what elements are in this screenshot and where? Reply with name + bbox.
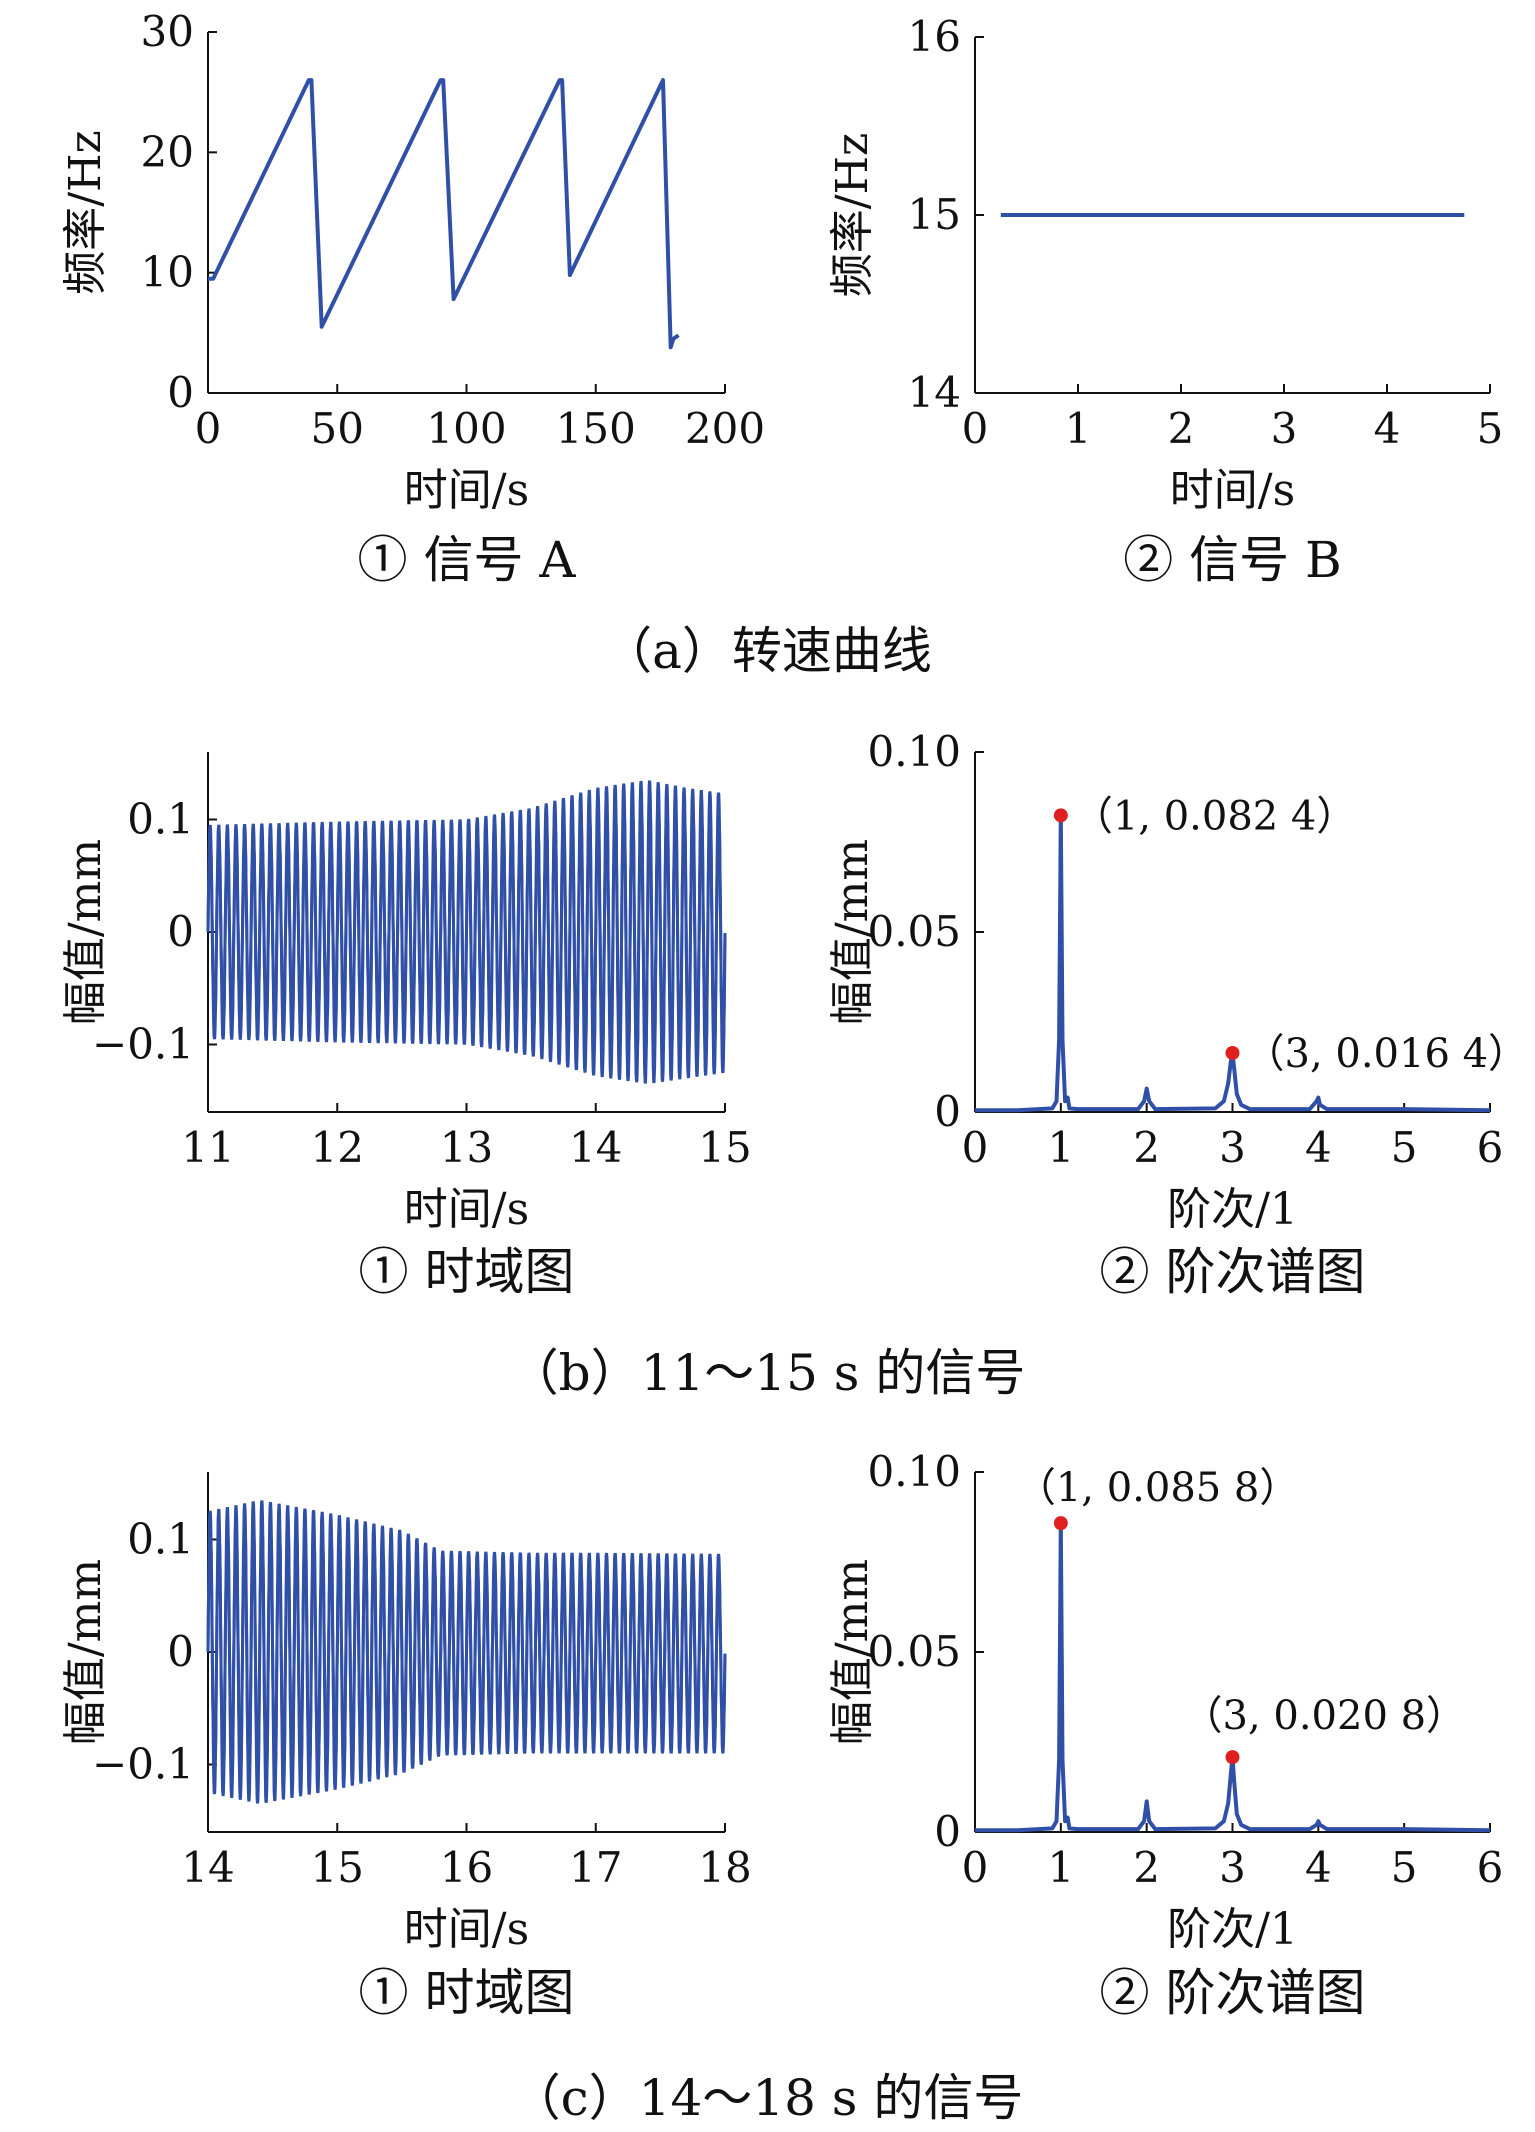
y-axis-label: 频率/Hz: [827, 133, 878, 297]
x-tick-label: 14: [569, 1123, 622, 1172]
subplot-caption: ② 信号 B: [1123, 531, 1342, 589]
x-axis-label: 时间/s: [1170, 465, 1295, 516]
x-tick-label: 50: [311, 404, 364, 453]
peak-label: （1, 0.085 8）: [1016, 1465, 1300, 1511]
y-axis-label: 频率/Hz: [60, 130, 111, 294]
chart-b2: 0 1 2 3 4 5 6 0 0.05 0.10 阶次/1 幅值/mm ② 阶次谱图 （1, 0.082…: [827, 727, 1528, 1301]
x-tick-label: 11: [181, 1123, 234, 1172]
y-tick-label: 0: [167, 368, 194, 417]
x-tick-label: 15: [311, 1843, 364, 1892]
x-tick-label: 6: [1477, 1123, 1504, 1172]
subplot-caption: ② 阶次谱图: [1100, 1964, 1366, 2022]
x-tick-label: 150: [556, 404, 636, 453]
y-tick-label: 0.1: [127, 795, 194, 844]
chart-a1: 0 50 100 150 200 0 10 20 30 时间/s 频率/Hz ① 信号 A: [60, 7, 765, 589]
y-tick-label: 0: [934, 1807, 961, 1856]
x-tick-label: 4: [1374, 404, 1401, 453]
x-tick-label: 2: [1133, 1123, 1160, 1172]
peak-marker: [1225, 1045, 1240, 1060]
x-tick-label: 0: [962, 1843, 989, 1892]
x-axis-label: 时间/s: [404, 1184, 529, 1235]
x-tick-label: 3: [1219, 1123, 1246, 1172]
x-tick-label: 2: [1168, 404, 1195, 453]
peak-label: （1, 0.082 4）: [1073, 793, 1357, 839]
x-tick-label: 6: [1477, 1843, 1504, 1892]
x-tick-label: 200: [685, 404, 765, 453]
x-axis-label: 阶次/1: [1167, 1184, 1298, 1235]
x-tick-label: 2: [1133, 1843, 1160, 1892]
subplot-caption: ① 时域图: [359, 1964, 575, 2022]
row-caption-b: （b）11～15 s 的信号: [509, 1344, 1026, 1402]
chart-c1: 14 15 16 17 18 −0.1 0 0.1 时间/s 幅值/mm ① 时域图: [60, 1472, 752, 2022]
subplot-caption: ② 阶次谱图: [1100, 1243, 1366, 1301]
x-tick-label: 3: [1271, 404, 1298, 453]
x-tick-label: 12: [311, 1123, 364, 1172]
y-tick-label: 0: [934, 1087, 961, 1136]
vibration-envelope-line: [206, 780, 727, 1084]
x-axis-label: 阶次/1: [1167, 1904, 1298, 1955]
subplot-caption: ① 信号 A: [358, 531, 577, 589]
y-tick-label: 0.10: [867, 727, 961, 776]
x-tick-label: 1: [1047, 1123, 1074, 1172]
peak-marker: [1225, 1750, 1240, 1765]
y-tick-label: 0: [167, 1627, 194, 1676]
x-tick-label: 16: [440, 1843, 493, 1892]
chart-b1: 11 12 13 14 15 −0.1 0 0.1 时间/s 幅值/mm ① 时域图: [60, 752, 752, 1301]
y-tick-label: 0: [167, 907, 194, 956]
y-tick-label: 20: [141, 127, 194, 176]
x-tick-label: 18: [698, 1843, 751, 1892]
x-tick-label: 15: [698, 1123, 751, 1172]
chart-c2: 0 1 2 3 4 5 6 0 0.05 0.10 阶次/1 幅值/mm ② 阶次谱图 （1, 0.085…: [827, 1447, 1503, 2022]
row-caption-c: （c）14～18 s 的信号: [511, 2069, 1024, 2127]
subplot-caption: ① 时域图: [359, 1243, 575, 1301]
y-tick-label: 15: [908, 190, 961, 239]
x-axis-label: 时间/s: [404, 1904, 529, 1955]
series-line: [975, 1521, 1491, 1833]
row-caption-a: （a）转速曲线: [602, 622, 932, 680]
x-tick-label: 1: [1047, 1843, 1074, 1892]
y-tick-label: 0.1: [127, 1515, 194, 1564]
peak-label: （3, 0.016 4）: [1245, 1031, 1529, 1077]
peak-marker: [1053, 1516, 1068, 1531]
x-tick-label: 5: [1391, 1123, 1418, 1172]
y-axis-label: 幅值/mm: [827, 839, 878, 1025]
y-tick-label: 14: [908, 368, 961, 417]
x-tick-label: 13: [440, 1123, 493, 1172]
y-tick-label: 0.10: [867, 1447, 961, 1496]
x-tick-label: 0: [195, 404, 222, 453]
x-tick-label: 17: [569, 1843, 622, 1892]
x-tick-label: 3: [1219, 1843, 1246, 1892]
x-tick-label: 5: [1477, 404, 1504, 453]
chart-a2: 0 1 2 3 4 5 14 15 16 时间/s 频率/Hz ② 信号 B: [827, 12, 1503, 589]
y-axis-label: 幅值/mm: [60, 839, 111, 1025]
peak-label: （3, 0.020 8）: [1183, 1693, 1467, 1739]
y-tick-label: 30: [141, 7, 194, 56]
x-tick-label: 5: [1391, 1843, 1418, 1892]
x-tick-label: 0: [962, 404, 989, 453]
x-axis-label: 时间/s: [404, 465, 529, 516]
series-line: [975, 813, 1491, 1113]
vibration-envelope-line: [206, 1500, 727, 1804]
x-tick-label: 100: [426, 404, 506, 453]
x-tick-label: 4: [1305, 1843, 1332, 1892]
x-tick-label: 4: [1305, 1123, 1332, 1172]
x-tick-label: 14: [181, 1843, 234, 1892]
x-tick-label: 0: [962, 1123, 989, 1172]
y-tick-label: −0.1: [92, 1020, 194, 1069]
y-tick-label: 10: [141, 248, 194, 297]
y-tick-label: −0.1: [92, 1740, 194, 1789]
peak-marker: [1053, 808, 1068, 823]
y-axis-label: 幅值/mm: [60, 1559, 111, 1745]
x-tick-label: 1: [1065, 404, 1092, 453]
y-axis-label: 幅值/mm: [827, 1559, 878, 1745]
y-tick-label: 0.05: [867, 907, 961, 956]
series-line: [208, 78, 680, 350]
y-tick-label: 16: [908, 12, 961, 61]
y-tick-label: 0.05: [867, 1627, 961, 1676]
